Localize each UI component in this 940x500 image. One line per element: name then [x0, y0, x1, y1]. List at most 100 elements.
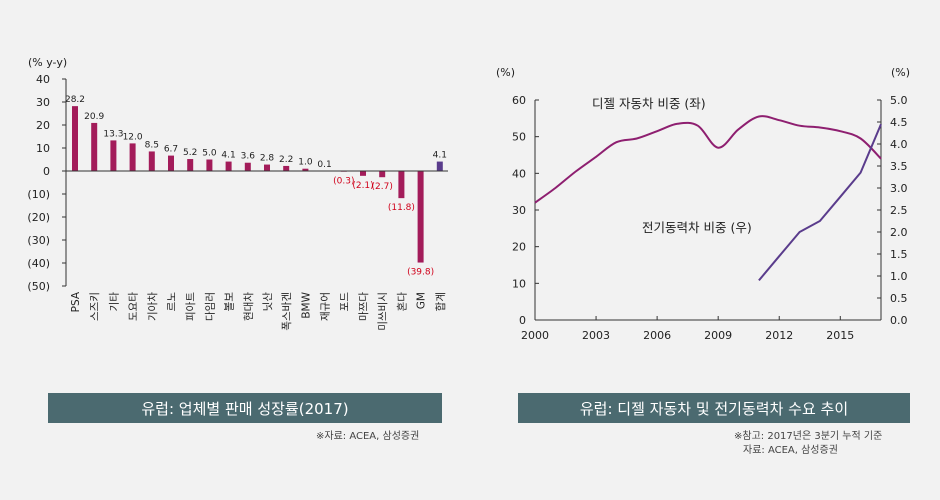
y-tick-label: 30: [36, 96, 50, 109]
right-tick-label: 4.5: [890, 116, 908, 129]
category-label: 다임러: [203, 292, 216, 321]
category-label: 합계: [435, 292, 447, 311]
value-label: (11.8): [388, 203, 415, 213]
bar: [379, 171, 386, 178]
bar: [244, 162, 251, 171]
right-note-reference: ※참고: 2017년은 3분기 누적 기준: [734, 431, 883, 442]
right-tick-label: 2.0: [890, 226, 908, 239]
left-tick-label: 60: [512, 94, 526, 107]
y-tick-label: 10: [36, 142, 50, 155]
right-tick-label: 0.5: [890, 292, 908, 305]
value-label: 2.2: [279, 155, 293, 165]
bar: [360, 171, 366, 176]
right-tick-label: 3.5: [890, 160, 908, 173]
value-label: 20.9: [84, 112, 104, 122]
y-axis-ticks: 40 30 20 10 0 (10) (20) (30) (40) (50): [27, 73, 66, 293]
value-label: 12.0: [123, 132, 143, 142]
category-label: 현대차: [243, 292, 255, 321]
bar: [148, 151, 155, 171]
right-tick-label: 3.0: [890, 182, 908, 195]
category-labels: PSA 스즈키 기타 도요타 기아차 르노 피아트 다임러 볼보 현대차 닛산 폭스바겐 BMW 재규어 포…: [70, 291, 447, 330]
right-note-source: 자료: ACEA, 삼성증권: [743, 445, 838, 456]
right-tick-label: 0.0: [890, 314, 908, 327]
bar: [72, 106, 78, 171]
y-tick-label: 40: [36, 73, 50, 86]
right-chart-title: 유럽: 디젤 자동차 및 전기동력차 수요 추이: [518, 393, 910, 423]
bar: [187, 159, 194, 171]
left-tick-label: 40: [512, 167, 526, 180]
value-label: (0.3): [333, 177, 354, 187]
value-label: (2.1): [352, 181, 373, 191]
bars: [72, 106, 443, 263]
category-label: GM: [416, 292, 428, 309]
category-label: 기아차: [147, 292, 159, 321]
category-label: PSA: [70, 291, 82, 312]
left-tick-label: 20: [512, 241, 526, 254]
value-label: 28.2: [65, 95, 85, 105]
bar: [225, 161, 232, 171]
bar: [436, 161, 443, 171]
value-label: 0.1: [317, 160, 331, 170]
y-tick-label: (10): [27, 188, 50, 201]
right-tick-label: 4.0: [890, 138, 908, 151]
y-tick-label: (30): [27, 234, 50, 247]
right-tick-label: 1.0: [890, 270, 908, 283]
value-label: (2.7): [372, 182, 393, 192]
category-label: 재규어: [320, 292, 332, 321]
bar: [91, 122, 98, 171]
left-tick-label: 50: [512, 131, 526, 144]
left-chart-title: 유럽: 업체별 판매 성장률(2017): [48, 393, 442, 423]
y-axis-unit: (% y-y): [28, 56, 67, 69]
x-axis-ticks: 2000 2003 2006 2009 2012 2015: [521, 316, 854, 342]
left-tick-label: 30: [512, 204, 526, 217]
category-label: BMW: [300, 291, 312, 318]
category-label: 도요타: [128, 292, 140, 321]
category-label: 미쓰비시: [377, 292, 389, 331]
diesel-share-line: [534, 115, 882, 204]
right-axis-unit: (%): [891, 66, 910, 79]
value-label: 8.5: [145, 140, 159, 150]
ev-series-label: 전기동력차 비중 (우): [642, 220, 752, 235]
diesel-series-label: 디젤 자동차 비중 (좌): [592, 96, 706, 111]
bar: [264, 164, 270, 171]
category-label: 기타: [108, 292, 120, 312]
y-tick-label: (40): [27, 257, 50, 270]
ev-share-line: [758, 123, 882, 282]
bar: [129, 143, 136, 171]
left-tick-label: 10: [512, 277, 526, 290]
value-label: 13.3: [103, 129, 123, 139]
left-axis-unit: (%): [496, 66, 515, 79]
category-label: 포드: [339, 292, 351, 312]
bar: [283, 165, 290, 171]
x-tick-label: 2012: [765, 329, 793, 342]
y-tick-label: 20: [36, 119, 50, 132]
bar: [398, 171, 405, 199]
y-tick-label: (20): [27, 211, 50, 224]
left-axis-ticks: 60 50 40 30 20 10 0: [512, 94, 539, 327]
y-tick-label: 0: [43, 165, 50, 178]
value-label: 2.8: [260, 154, 275, 164]
left-source-note: ※자료: ACEA, 삼성증권: [316, 431, 420, 442]
x-tick-label: 2009: [704, 329, 732, 342]
value-label: 4.1: [221, 151, 235, 161]
value-label: 4.1: [433, 151, 447, 161]
bar: [302, 168, 309, 171]
right-tick-label: 2.5: [890, 204, 908, 217]
value-labels: 28.2 20.9 13.3 12.08.5 6.7 5.2 5.0 4.1 3.6 2.8 2.2…: [65, 95, 447, 277]
right-tick-label: 1.5: [890, 248, 908, 261]
right-axis-ticks: 5.0 4.5 4.0 3.5 3.0 2.5 2.0 1.5 1.0 0.5 0.0: [877, 94, 908, 327]
value-label: 1.0: [298, 158, 313, 168]
category-label: 르노: [166, 292, 178, 312]
bar: [168, 155, 174, 171]
diesel-ev-line-chart: (%) (%) 60 50 40 30 20 10 0 5.0 4.5 4.0 3.5 3.0 2.5…: [496, 66, 910, 342]
category-label: 혼다: [395, 292, 408, 312]
left-tick-label: 0: [519, 314, 526, 327]
value-label: 6.7: [164, 145, 178, 155]
category-label: 폭스바겐: [281, 292, 293, 331]
value-label: (39.8): [407, 268, 434, 278]
category-label: 스즈키: [89, 292, 101, 321]
x-tick-label: 2006: [643, 329, 671, 342]
growth-bar-chart: (% y-y) 40 30 20 10 0 (10) (20) (30) (40) (50) 28…: [27, 56, 448, 331]
y-tick-label: (50): [27, 280, 50, 293]
x-tick-label: 2015: [826, 329, 854, 342]
